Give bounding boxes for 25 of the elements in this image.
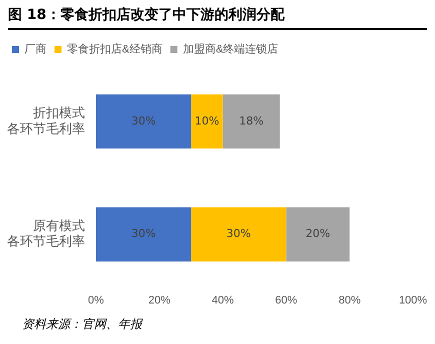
x-tick-label: 60% [275, 294, 298, 306]
x-tick-label: 100% [398, 294, 428, 306]
bar [96, 207, 192, 262]
data-label: 20% [306, 227, 330, 240]
x-tick-label: 40% [212, 294, 234, 306]
text: 资料来源：官网、年报 [22, 316, 142, 333]
y-tick-label: 折扣模式各环节毛利率 [7, 105, 85, 136]
bar [191, 94, 223, 149]
data-label: 30% [131, 227, 156, 240]
data-label: 10% [194, 114, 220, 128]
legend-label: 厂商 [24, 42, 46, 56]
x-tick-label: 20% [148, 294, 171, 306]
bar [96, 94, 192, 149]
data-label: 30% [226, 227, 251, 240]
x-tick-label: 0% [88, 294, 104, 306]
bar [191, 207, 286, 262]
data-label: 18% [239, 114, 264, 128]
data-label: 30% [131, 114, 156, 128]
y-tick-label: 原有模式各环节毛利率 [7, 218, 85, 249]
legend-label: 零食折扣店&经销商 [67, 42, 162, 56]
bar [222, 94, 280, 149]
x-tick-label: 80% [338, 294, 361, 306]
legend-label: 加盟商&终端连锁店 [182, 42, 278, 56]
bar [286, 207, 350, 262]
chart-title: 图 18：零食折扣店改变了中下游的利润分配 [8, 6, 427, 30]
